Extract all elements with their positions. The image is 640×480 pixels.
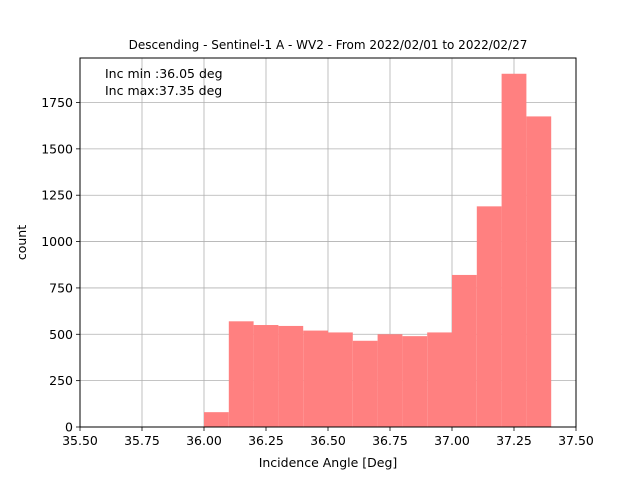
y-tick-label: 1250	[41, 188, 73, 203]
chart-title: Descending - Sentinel-1 A - WV2 - From 2…	[129, 38, 528, 52]
histogram-bar	[402, 336, 428, 427]
x-tick-label: 37.50	[558, 433, 594, 448]
x-axis: 35.50 35.75 36.00 36.25 36.50 36.75 37.00 37.25…	[62, 427, 594, 448]
x-tick-label: 36.25	[248, 433, 284, 448]
x-tick-label: 37.25	[496, 433, 532, 448]
y-tick-label: 1500	[41, 141, 73, 156]
histogram-bar	[452, 274, 477, 427]
histogram-bar	[228, 321, 254, 427]
histogram-bar	[526, 116, 552, 427]
y-tick-label: 250	[49, 373, 73, 388]
histogram-bar	[253, 325, 279, 427]
annotation-inc-max: Inc max:37.35 deg	[105, 83, 222, 98]
y-tick-label: 750	[49, 280, 73, 295]
histogram-bar	[303, 330, 328, 427]
histogram-bar	[501, 73, 527, 428]
x-tick-label: 35.75	[124, 433, 160, 448]
y-tick-label: 500	[49, 327, 73, 342]
x-tick-label: 36.50	[310, 433, 346, 448]
x-axis-label: Incidence Angle [Deg]	[259, 455, 398, 470]
x-tick-label: 37.00	[434, 433, 470, 448]
annotation-inc-min: Inc min :36.05 deg	[105, 66, 223, 81]
y-tick-label: 1750	[41, 95, 73, 110]
histogram-bar	[328, 332, 353, 427]
histogram-bar	[377, 334, 403, 427]
histogram-bar	[427, 332, 452, 427]
y-axis: 0 250 500 750 1000 1250 1500 1750	[41, 95, 80, 435]
x-tick-label: 36.75	[372, 433, 408, 448]
histogram-bar	[352, 340, 378, 427]
histogram-bar	[476, 206, 502, 427]
y-axis-label: count	[14, 225, 29, 260]
x-tick-label: 36.00	[186, 433, 222, 448]
histogram-bar	[278, 325, 304, 427]
y-tick-label: 1000	[41, 234, 73, 249]
x-tick-label: 35.50	[62, 433, 98, 448]
histogram-bars	[204, 73, 552, 428]
y-tick-label: 0	[65, 420, 73, 435]
histogram-bar	[204, 412, 229, 427]
